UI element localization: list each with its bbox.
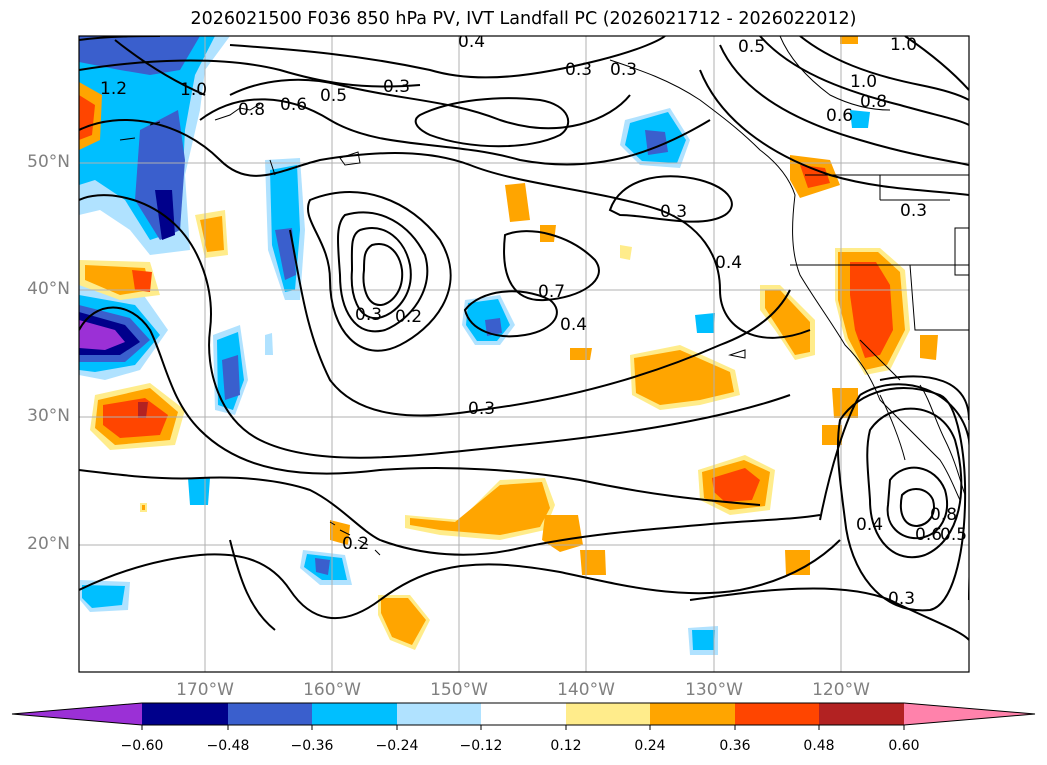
lon-label: 150°W bbox=[430, 680, 488, 700]
colorbar-tick-label: 0.60 bbox=[888, 738, 920, 754]
pv-contours bbox=[79, 36, 969, 641]
contour-label: 0.4 bbox=[856, 515, 883, 535]
contour-label: 1.0 bbox=[180, 80, 207, 100]
contour-label: 0.3 bbox=[383, 77, 410, 97]
contour-label: 1.2 bbox=[100, 79, 127, 99]
contour-label: 0.3 bbox=[660, 202, 687, 222]
colorbar-tick-label: 0.48 bbox=[803, 738, 835, 754]
lat-label: 40°N bbox=[27, 279, 70, 299]
contour-label: 0.3 bbox=[610, 60, 637, 80]
contour-label: 0.4 bbox=[458, 32, 485, 52]
contour-label: 0.8 bbox=[930, 505, 957, 525]
colorbar-extend-min bbox=[12, 703, 142, 725]
contour-label: 0.5 bbox=[320, 86, 347, 106]
colorbar-tick-label: 0.12 bbox=[550, 738, 582, 754]
lon-label: 120°W bbox=[812, 680, 870, 700]
contour-label: 0.3 bbox=[900, 201, 927, 221]
colorbar bbox=[11, 702, 1036, 730]
contour-label: 0.2 bbox=[395, 307, 422, 327]
contour-label: 0.6 bbox=[915, 525, 942, 545]
coastlines bbox=[119, 36, 969, 556]
colorbar-extend-max bbox=[904, 703, 1035, 725]
contour-label: 0.3 bbox=[355, 305, 382, 325]
colorbar-tick-label: −0.60 bbox=[120, 738, 164, 754]
lon-label: 160°W bbox=[303, 680, 361, 700]
contour-label: 0.8 bbox=[860, 92, 887, 112]
map-frame bbox=[78, 35, 970, 673]
contour-label: 0.3 bbox=[565, 60, 592, 80]
contour-label: 0.3 bbox=[468, 399, 495, 419]
contour-label: 0.4 bbox=[560, 315, 587, 335]
contour-label: 0.6 bbox=[826, 106, 853, 126]
lon-label: 130°W bbox=[685, 680, 743, 700]
lat-label: 20°N bbox=[27, 534, 70, 554]
lat-label: 30°N bbox=[27, 406, 70, 426]
colorbar-tick-label: −0.36 bbox=[290, 738, 334, 754]
contour-label: 0.2 bbox=[342, 534, 369, 554]
contour-label: 0.5 bbox=[738, 37, 765, 57]
colorbar-tick-label: 0.36 bbox=[719, 738, 751, 754]
contour-label: 1.0 bbox=[890, 35, 917, 55]
contour-label: 1.0 bbox=[850, 72, 877, 92]
lon-label: 140°W bbox=[557, 680, 615, 700]
contour-label: 0.4 bbox=[715, 253, 742, 273]
lat-label: 50°N bbox=[27, 152, 70, 172]
contour-label: 0.6 bbox=[280, 95, 307, 115]
contour-label: 0.8 bbox=[238, 100, 265, 120]
map-title: 2026021500 F036 850 hPa PV, IVT Landfall… bbox=[190, 9, 857, 29]
map-panel: 1.2 1.0 0.8 0.6 0.5 0.4 0.3 0.3 0.3 0.3 … bbox=[79, 32, 969, 672]
colorbar-tick-label: −0.48 bbox=[206, 738, 250, 754]
colorbar-tick-label: −0.24 bbox=[375, 738, 419, 754]
contour-labels: 1.2 1.0 0.8 0.6 0.5 0.4 0.3 0.3 0.3 0.3 … bbox=[100, 32, 967, 609]
colorbar-tick-label: 0.24 bbox=[634, 738, 666, 754]
contour-label: 0.7 bbox=[538, 282, 565, 302]
lon-label: 170°W bbox=[176, 680, 234, 700]
contour-label: 0.5 bbox=[940, 525, 967, 545]
contour-label: 0.3 bbox=[888, 589, 915, 609]
colorbar-tick-label: −0.12 bbox=[459, 738, 503, 754]
